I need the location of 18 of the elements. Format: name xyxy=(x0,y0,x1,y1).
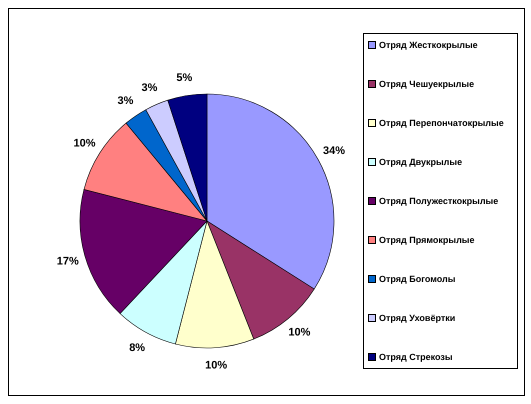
legend-label: Отряд Богомолы xyxy=(378,274,456,284)
data-label: 5% xyxy=(176,72,192,84)
data-label: 10% xyxy=(74,137,96,150)
data-label: 17% xyxy=(56,255,79,268)
legend-label: Отряд Прямокрылые xyxy=(378,235,476,245)
legend-label: Отряд Чешуекрылые xyxy=(378,79,476,89)
data-label: 8% xyxy=(129,342,146,354)
data-label: 10% xyxy=(205,360,228,372)
legend-label: Отряд Полужесткокрылые xyxy=(378,196,500,206)
legend-label: Отряд Стрекозы xyxy=(378,352,454,362)
data-label: 3% xyxy=(141,82,158,94)
legend-label: Отряд Уховёртки xyxy=(378,313,456,323)
legend-label: Отряд Двукрылые xyxy=(378,157,464,167)
data-label: 34% xyxy=(323,145,346,158)
legend-label: Отряд Жесткокрылые xyxy=(378,40,479,50)
legend-label: Отряд Перепончатокрылые xyxy=(378,118,505,128)
data-label: 10% xyxy=(288,326,311,339)
data-label: 3% xyxy=(118,95,134,108)
